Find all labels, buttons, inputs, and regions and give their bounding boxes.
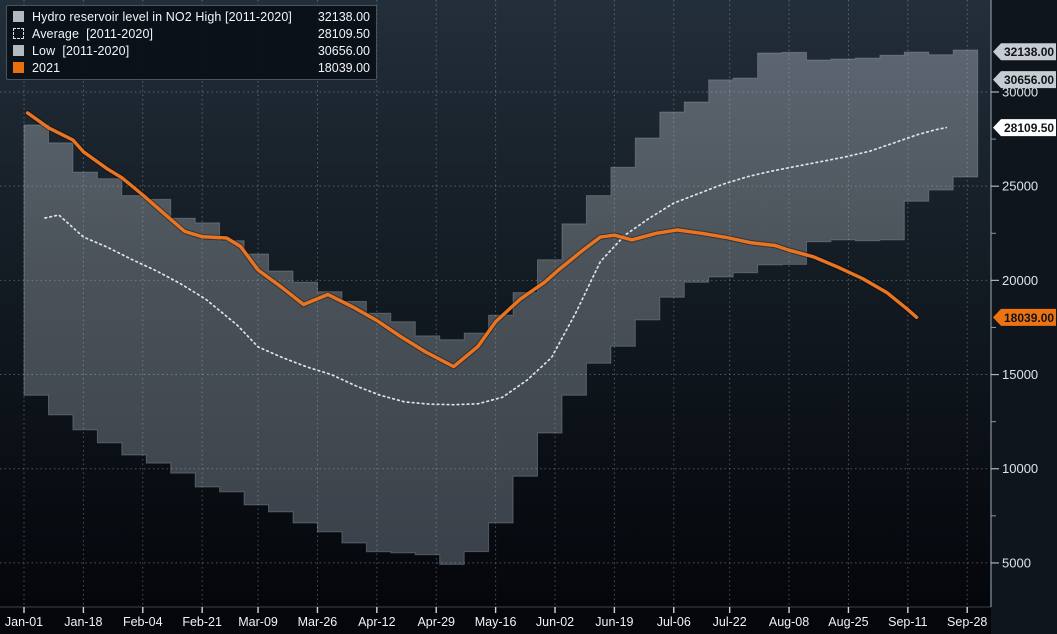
x-tick-label: Aug-25 [828,615,868,629]
legend-panel: Hydro reservoir level in NO2 High [2011-… [6,5,377,80]
price-tag-shape [993,119,1056,137]
price-tag-label: 30656.00 [1004,73,1054,87]
gridlines [0,0,991,607]
x-tick-label: May-16 [475,615,517,629]
legend-row-average[interactable]: Average [2011-2020] 28109.50 [13,25,370,42]
y-tick-label: 10000 [1002,461,1038,476]
legend-label-average: Average [2011-2020] [32,26,154,41]
price-tag: 18039.00 [993,308,1056,326]
x-tick-label: Jan-01 [5,615,43,629]
price-tag-label: 32138.00 [1004,45,1054,59]
y-tick-label: 15000 [1002,367,1038,382]
legend-label-high: Hydro reservoir level in NO2 High [2011-… [32,9,292,24]
low-band-swatch-icon [13,45,24,56]
legend-label-low: Low [2011-2020] [32,43,130,58]
legend-value-high: 32138.00 [317,9,370,24]
price-tag-label: 28109.50 [1004,121,1054,135]
price-tag: 32138.00 [993,43,1056,61]
legend-row-2021[interactable]: 2021 18039.00 [13,59,370,76]
x-tick-label: Jun-02 [536,615,574,629]
plot-area[interactable] [0,0,991,607]
x-tick-label: Sep-28 [947,615,987,629]
price-tag-shape [993,71,1056,89]
legend-value-average: 28109.50 [317,26,370,41]
x-tick-label: Feb-04 [123,615,163,629]
series-2021-line [25,111,919,369]
x-tick-label: Aug-08 [769,615,809,629]
legend-value-2021: 18039.00 [317,60,370,75]
average-line-swatch-icon [13,28,24,39]
legend-row-low[interactable]: Low [2011-2020] 30656.00 [13,42,370,59]
x-tick-label: Jun-19 [595,615,633,629]
price-tag-shape [993,308,1056,326]
y-tick-label: 25000 [1002,179,1038,194]
x-tick-label: Jul-22 [713,615,747,629]
series-2021-swatch-icon [13,62,24,73]
high-band-swatch-icon [13,11,24,22]
legend-label-2021: 2021 [32,60,61,75]
y-tick-label: 30000 [1002,85,1038,100]
price-tag: 28109.50 [993,119,1056,137]
price-tag: 30656.00 [993,71,1056,89]
x-tick-label: Jul-06 [657,615,691,629]
x-tick-label: Apr-12 [358,615,396,629]
legend-row-high[interactable]: Hydro reservoir level in NO2 High [2011-… [13,8,370,25]
x-tick-label: Mar-26 [298,615,338,629]
price-tag-shape [993,43,1056,61]
x-tick-label: Feb-21 [182,615,222,629]
x-tick-label: Jan-18 [64,615,102,629]
y-tick-label: 20000 [1002,273,1038,288]
x-tick-label: Sep-11 [888,615,927,629]
average-line [44,126,948,406]
y-tick-label: 5000 [1002,555,1031,570]
x-tick-label: Apr-29 [417,615,455,629]
x-tick-label: Mar-09 [238,615,278,629]
price-tag-label: 18039.00 [1004,311,1054,325]
legend-value-low: 30656.00 [317,43,370,58]
